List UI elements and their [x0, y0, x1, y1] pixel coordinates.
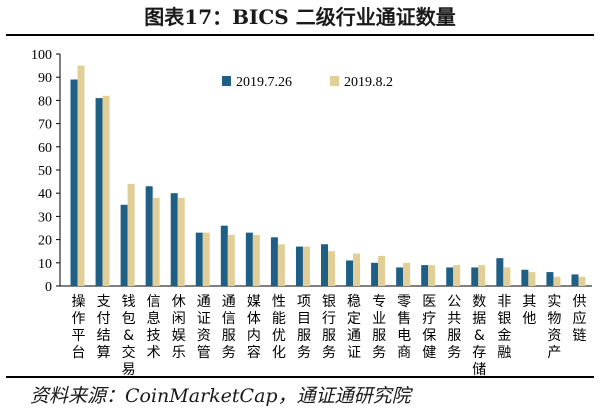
title-divider [6, 34, 594, 36]
category-label: 项目服务 [297, 294, 311, 361]
legend-label: 2019.8.2 [344, 75, 393, 90]
category-label: 操作平台 [72, 294, 86, 361]
category-label: 稳定通证 [347, 294, 361, 361]
bar-series-1 [571, 274, 579, 286]
bar-series-2 [328, 251, 335, 286]
bar-series-1 [446, 267, 454, 286]
bar-series-2 [227, 234, 235, 286]
y-tick-label: 60 [38, 141, 52, 156]
legend-swatch [222, 76, 231, 86]
category-label: 钱包&交易 [122, 294, 136, 376]
bar-series-1 [220, 225, 228, 286]
category-label: 医疗保健 [422, 294, 436, 361]
category-label: 银行服务 [322, 294, 336, 361]
category-label: 休闲娱乐 [172, 294, 186, 361]
y-tick-label: 90 [38, 71, 52, 86]
y-tick-label: 70 [38, 118, 52, 133]
category-label: 公共服务 [447, 294, 461, 361]
bar-series-2 [553, 276, 561, 286]
bar-series-1 [346, 260, 354, 286]
bar-series-2 [403, 262, 411, 286]
bar-series-1 [496, 258, 504, 286]
bar-series-2 [353, 253, 361, 286]
bar-series-2 [152, 197, 160, 286]
bar-series-2 [478, 265, 486, 286]
category-label: 媒体内容 [247, 294, 261, 361]
y-tick-label: 10 [38, 257, 52, 272]
bar-series-2 [177, 197, 185, 286]
y-tick-label: 80 [38, 94, 52, 109]
bar-series-2 [378, 255, 386, 286]
category-label: 其他 [522, 294, 536, 327]
category-label: 通证资管 [197, 294, 211, 361]
bar-series-1 [471, 267, 479, 286]
y-tick-label: 100 [31, 48, 52, 63]
bar-series-1 [70, 79, 78, 286]
bar-series-2 [528, 272, 536, 286]
bar-series-1 [421, 265, 429, 286]
bar-series-2 [277, 244, 285, 286]
bar-series-1 [145, 186, 153, 286]
bar-series-1 [95, 98, 103, 286]
category-label: 通信服务 [222, 294, 236, 361]
category-label: 数据&存储 [472, 294, 486, 376]
chart-title: 图表17：BICS 二级行业通证数量 [144, 5, 456, 29]
bar-series-1 [321, 244, 328, 286]
bar-series-2 [252, 234, 260, 286]
source-divider [6, 376, 594, 378]
category-label: 支付结算 [97, 294, 111, 361]
bar-series-1 [270, 237, 278, 286]
category-label: 实物资产 [547, 294, 561, 361]
category-label: 非银金融 [497, 294, 511, 361]
bar-series-1 [546, 272, 554, 286]
y-tick-label: 50 [38, 164, 52, 179]
bar-series-2 [453, 265, 461, 286]
y-tick-label: 30 [38, 210, 52, 225]
category-label: 供应链 [572, 294, 586, 344]
category-label: 专业服务 [372, 294, 386, 361]
bar-series-2 [77, 65, 85, 286]
category-label: 性能优化 [272, 294, 286, 361]
y-tick-label: 40 [38, 187, 52, 202]
bar-series-1 [245, 232, 253, 286]
bar-series-1 [371, 262, 379, 286]
bar-series-1 [396, 267, 404, 286]
y-tick-label: 0 [45, 280, 52, 295]
bar-series-2 [102, 95, 110, 286]
bar-series-2 [503, 267, 511, 286]
bar-series-2 [202, 232, 210, 286]
bar-chart: 0 10 20 30 40 50 60 70 80 90 100 操作平台支付结算钱包&交易信息技术休… [31, 48, 592, 376]
legend-swatch [330, 76, 339, 86]
bar-series-1 [521, 269, 529, 286]
legend-label: 2019.7.26 [236, 75, 292, 90]
category-label: 零售电商 [397, 294, 411, 361]
y-tick-label: 20 [38, 234, 52, 249]
source-note: 资料来源：CoinMarketCap，通证通研究院 [30, 385, 411, 407]
bar-series-2 [578, 276, 586, 286]
bar-series-2 [428, 265, 436, 286]
category-label: 信息技术 [147, 294, 161, 361]
bar-series-2 [302, 246, 310, 286]
bar-series-1 [170, 193, 178, 286]
bar-series-2 [127, 183, 135, 286]
bar-series-1 [195, 232, 203, 286]
bar-series-1 [120, 204, 128, 286]
bar-series-1 [295, 246, 303, 286]
